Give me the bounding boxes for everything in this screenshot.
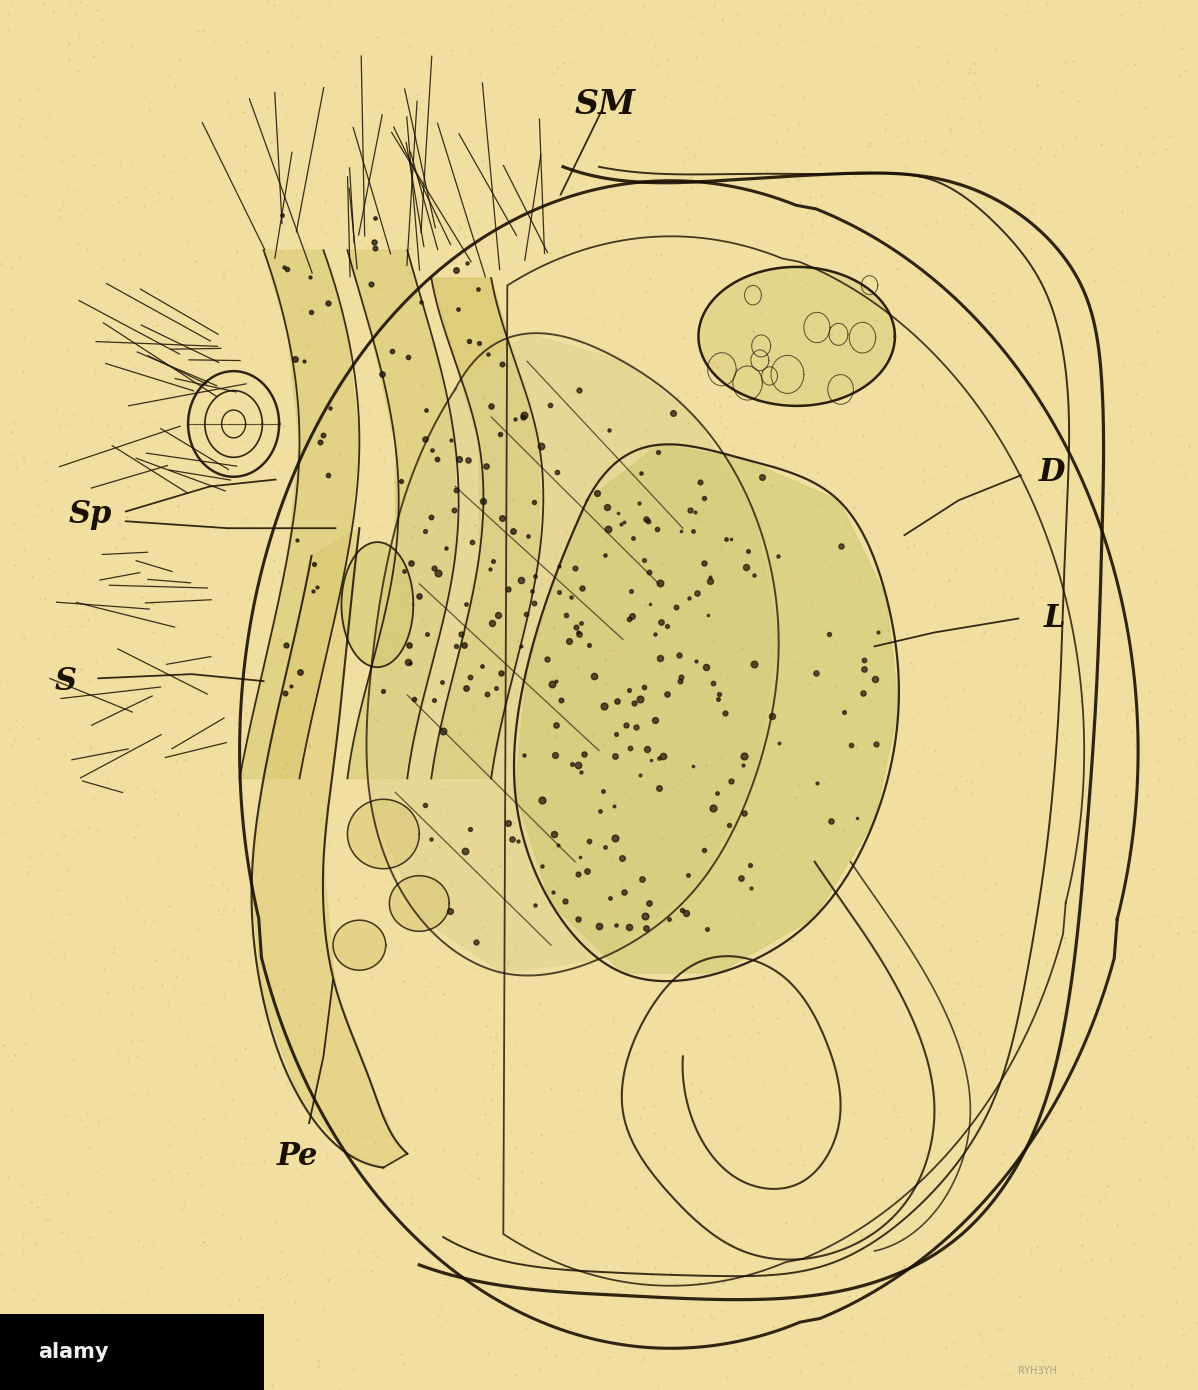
Polygon shape [371,334,779,973]
Text: S: S [55,666,77,696]
Text: RYH3YH: RYH3YH [1018,1366,1057,1376]
Polygon shape [333,920,386,970]
Polygon shape [252,528,407,1168]
Polygon shape [347,799,419,869]
Polygon shape [341,542,413,667]
Polygon shape [431,278,539,778]
Polygon shape [347,250,455,778]
FancyBboxPatch shape [0,1314,264,1390]
Text: alamy: alamy [38,1343,109,1362]
Polygon shape [240,250,359,778]
Text: SM: SM [574,88,636,121]
Text: L: L [1043,603,1065,634]
Polygon shape [389,876,449,931]
Polygon shape [698,267,895,406]
Polygon shape [515,445,898,973]
Text: Pe: Pe [277,1141,317,1172]
Text: Sp: Sp [68,499,111,530]
Text: D: D [1039,457,1065,488]
